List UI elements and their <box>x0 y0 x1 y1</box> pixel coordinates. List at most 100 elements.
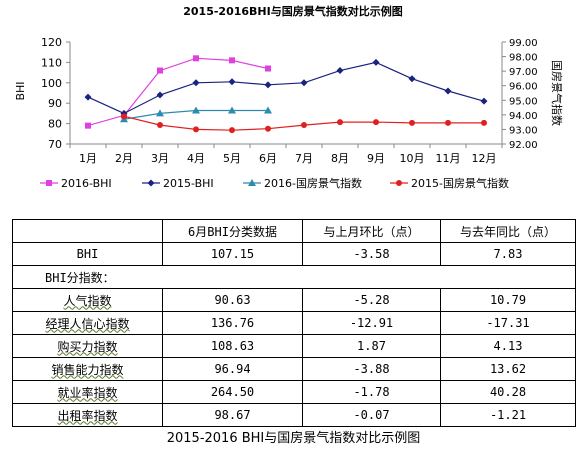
table-header-cell: 6月BHI分类数据 <box>162 219 303 243</box>
data-point <box>264 81 272 89</box>
row-yoy: 4.13 <box>440 334 576 358</box>
row-mom: 1.87 <box>302 334 441 358</box>
y-tick-label: 90 <box>48 97 62 110</box>
y2-tick-label: 94.00 <box>509 111 538 122</box>
table-header-cell: 与去年同比（点） <box>440 219 576 243</box>
x-tick-label: 3月 <box>151 152 169 165</box>
legend-item: 2015-BHI <box>142 177 214 190</box>
table-header-row: 6月BHI分类数据 与上月环比（点） 与去年同比（点） <box>12 219 576 243</box>
data-point <box>193 126 199 133</box>
series-path <box>87 57 269 127</box>
legend: 2016-BHI 2015-BHI 2016-国房景气指数 2015-国房景气指数 <box>40 176 509 190</box>
bhi-table-container: 6月BHI分类数据 与上月环比（点） 与去年同比（点） BHI 107.15 -… <box>12 219 576 427</box>
series-line <box>84 58 488 117</box>
x-tick-label: 4月 <box>187 152 205 165</box>
legend-label: 2016-国房景气指数 <box>264 176 362 190</box>
data-point <box>192 106 200 114</box>
row-mom: -0.07 <box>302 403 441 427</box>
data-point <box>444 87 452 95</box>
data-point <box>229 127 235 134</box>
data-point <box>337 119 343 126</box>
data-point <box>121 113 127 120</box>
row-mom: -3.88 <box>302 357 441 381</box>
legend-label: 2016-BHI <box>61 177 112 190</box>
row-value: 264.50 <box>162 380 303 404</box>
x-tick-label: 9月 <box>367 152 385 165</box>
data-point <box>193 55 199 62</box>
y-tick-label: 70 <box>48 138 62 151</box>
table-row: 购买力指数 108.63 1.87 4.13 <box>12 334 576 358</box>
row-label: 出租率指数 <box>12 403 163 427</box>
y-tick-label: 100 <box>41 77 62 90</box>
x-tick-label: 10月 <box>400 152 425 165</box>
data-point <box>373 119 379 126</box>
data-point <box>265 65 271 72</box>
table-row: 出租率指数 98.67 -0.07 -1.21 <box>12 403 576 427</box>
row-label: 就业率指数 <box>12 380 163 404</box>
legend-label: 2015-BHI <box>163 177 214 190</box>
y2-axis-label: 国房景气指数 <box>550 60 564 126</box>
row-yoy: 7.83 <box>440 242 576 266</box>
row-label: 人气指数 <box>12 288 163 312</box>
data-point <box>301 122 307 129</box>
data-point <box>229 57 235 64</box>
data-point <box>84 93 92 101</box>
x-tick-label: 6月 <box>259 152 277 165</box>
row-value: 108.63 <box>162 334 303 358</box>
axes: 70 80 90 100 110 120 92.00 93.00 94.00 95.00 96.00… <box>41 36 538 165</box>
table-row: 人气指数 90.63 -5.28 10.79 <box>12 288 576 312</box>
table-row-bhi: BHI 107.15 -3.58 7.83 <box>12 242 576 266</box>
row-yoy: 10.79 <box>440 288 576 312</box>
data-point <box>228 78 236 86</box>
row-label: BHI <box>12 242 163 266</box>
row-value: 107.15 <box>162 242 303 266</box>
row-label: 经理人信心指数 <box>12 311 163 335</box>
data-point <box>409 119 415 126</box>
row-mom: -5.28 <box>302 288 441 312</box>
series-line <box>120 106 272 123</box>
data-point <box>480 97 488 105</box>
data-point <box>445 119 451 126</box>
row-yoy: 40.28 <box>440 380 576 404</box>
data-point <box>156 109 164 117</box>
data-point <box>248 179 256 186</box>
table-header-cell: 与上月环比（点） <box>302 219 441 243</box>
x-tick-label: 12月 <box>472 152 497 165</box>
x-tick-label: 5月 <box>223 152 241 165</box>
data-point <box>192 79 200 87</box>
row-value: 90.63 <box>162 288 303 312</box>
chart-title: 2015-2016BHI与国房景气指数对比示例图 <box>183 4 402 18</box>
x-tick-label: 2月 <box>115 152 133 165</box>
row-mom: -3.58 <box>302 242 441 266</box>
y-axis-label: BHI <box>14 81 27 100</box>
legend-item: 2016-国房景气指数 <box>243 176 362 190</box>
legend-item: 2015-国房景气指数 <box>390 176 509 190</box>
y2-tick-label: 99.00 <box>509 38 538 49</box>
legend-label: 2015-国房景气指数 <box>411 176 509 190</box>
legend-item: 2016-BHI <box>40 177 112 190</box>
line-chart: 2015-2016BHI与国房景气指数对比示例图 BHI 国房景气指数 70 80… <box>14 4 564 190</box>
row-value: 136.76 <box>162 311 303 335</box>
data-point <box>85 122 91 129</box>
bhi-table: 6月BHI分类数据 与上月环比（点） 与去年同比（点） BHI 107.15 -… <box>12 219 576 427</box>
x-tick-label: 11月 <box>436 152 461 165</box>
y2-tick-label: 98.00 <box>509 53 538 64</box>
y-tick-label: 110 <box>41 56 62 69</box>
table-row: 就业率指数 264.50 -1.78 40.28 <box>12 380 576 404</box>
row-value: 96.94 <box>162 357 303 381</box>
data-point <box>265 125 271 132</box>
row-value: 98.67 <box>162 403 303 427</box>
data-point <box>336 67 344 75</box>
x-tick-label: 8月 <box>331 152 349 165</box>
data-point <box>157 122 163 129</box>
table-row: 经理人信心指数 136.76 -12.91 -17.31 <box>12 311 576 335</box>
row-yoy: 13.62 <box>440 357 576 381</box>
data-point <box>156 91 164 99</box>
data-point <box>46 180 52 186</box>
row-mom: -1.78 <box>302 380 441 404</box>
data-point <box>481 119 487 126</box>
data-point <box>264 106 272 114</box>
table-section-row: BHI分指数： <box>12 265 576 289</box>
y-tick-label: 80 <box>48 118 62 131</box>
row-yoy: -1.21 <box>440 403 576 427</box>
